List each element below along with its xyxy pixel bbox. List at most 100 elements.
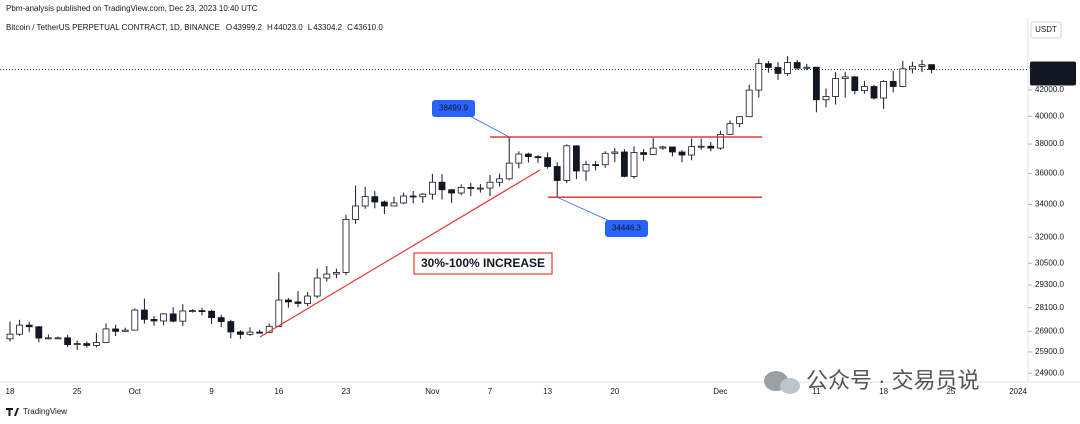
candle xyxy=(160,313,168,326)
note: 30%-100% INCREASE xyxy=(421,256,545,270)
countdown: 13:19:43 xyxy=(1034,74,1066,83)
candle-body xyxy=(870,86,878,99)
candle-body xyxy=(150,318,158,322)
y-tick-label: 36000.0 xyxy=(1035,169,1064,178)
legend-value: 43610.0 xyxy=(354,23,383,32)
y-tick-label: 29300.0 xyxy=(1035,280,1064,289)
y-tick-label: 28100.0 xyxy=(1035,303,1064,312)
candle-body xyxy=(717,133,724,149)
candle xyxy=(736,116,743,128)
resistance-label-box xyxy=(432,100,475,117)
candle xyxy=(332,268,340,279)
candle-body xyxy=(419,193,427,198)
candle xyxy=(64,334,71,348)
candle-body xyxy=(889,80,897,87)
candle xyxy=(371,190,379,209)
y-tick-label: 42000.0 xyxy=(1035,85,1064,94)
candle-body xyxy=(736,116,743,125)
legend-key: L xyxy=(308,23,313,32)
candle-body xyxy=(611,151,619,154)
candle xyxy=(745,84,753,118)
candle xyxy=(688,138,695,161)
candle-body xyxy=(25,324,33,328)
candle xyxy=(784,56,791,76)
y-tick-label: 32000.0 xyxy=(1035,232,1064,241)
legend-value: 43999.2 xyxy=(233,23,262,32)
candle-body xyxy=(64,337,71,346)
candle-body xyxy=(765,63,772,68)
candle-body xyxy=(400,195,408,204)
candle xyxy=(697,138,705,150)
x-tick-label: 18 xyxy=(879,387,888,396)
candle-body xyxy=(688,146,695,156)
x-tick-label: 16 xyxy=(274,387,283,396)
candle-body xyxy=(361,196,369,207)
candle-body xyxy=(83,343,91,346)
candle-body xyxy=(525,153,532,158)
candle xyxy=(150,316,158,326)
candle xyxy=(169,307,177,323)
candle xyxy=(246,327,254,336)
candle-body xyxy=(313,277,321,297)
currency: USDT xyxy=(1035,25,1057,34)
candle xyxy=(573,145,580,180)
legend-key: O xyxy=(226,23,232,32)
candle xyxy=(438,174,446,200)
candle-body xyxy=(323,273,331,279)
candle xyxy=(140,298,148,324)
candle-body xyxy=(928,64,935,70)
support-label-box xyxy=(605,220,648,237)
candle-body xyxy=(909,65,916,70)
candle xyxy=(448,188,456,203)
candle xyxy=(553,162,561,198)
candle-body xyxy=(198,310,206,312)
candle xyxy=(841,71,849,98)
resistance-label: 38499.9 xyxy=(439,104,468,113)
candle xyxy=(112,324,119,336)
candle xyxy=(870,84,878,100)
candle-body xyxy=(140,309,148,320)
candle xyxy=(544,152,551,169)
candle-body xyxy=(467,187,475,189)
candle xyxy=(630,146,638,179)
candle xyxy=(534,155,542,163)
candle-body xyxy=(553,166,561,181)
candle-body xyxy=(726,123,734,135)
candle xyxy=(457,184,465,196)
candle xyxy=(304,292,312,307)
candle-body xyxy=(294,301,302,304)
candle xyxy=(467,182,475,197)
candle-body xyxy=(899,68,907,87)
x-tick-label: 25 xyxy=(946,387,955,396)
candle-body xyxy=(188,310,196,312)
candle xyxy=(707,141,715,152)
candle-body xyxy=(390,202,398,207)
candle xyxy=(227,319,235,339)
x-tick-label: Oct xyxy=(129,387,142,396)
candle-body xyxy=(573,145,580,172)
candle-body xyxy=(179,310,187,322)
candle-body xyxy=(803,66,811,69)
candle xyxy=(649,138,657,155)
candle-body xyxy=(486,181,494,189)
candle xyxy=(803,64,811,71)
candle-body xyxy=(457,187,465,194)
candle-body xyxy=(112,328,119,332)
candle-body xyxy=(649,147,657,155)
candle-body xyxy=(102,328,110,343)
last-price-box xyxy=(1030,61,1076,86)
trend-line xyxy=(259,169,541,338)
candle xyxy=(640,149,647,161)
candle xyxy=(793,60,801,70)
candle xyxy=(726,120,734,135)
candle-body xyxy=(236,331,244,335)
candle-body xyxy=(342,219,350,273)
candle xyxy=(16,319,24,336)
candle-body xyxy=(54,337,62,340)
candle-body xyxy=(304,295,312,304)
candle-body xyxy=(371,196,379,203)
candle-body xyxy=(476,187,484,190)
x-tick-label: Dec xyxy=(713,387,727,396)
candle-body xyxy=(256,331,264,334)
